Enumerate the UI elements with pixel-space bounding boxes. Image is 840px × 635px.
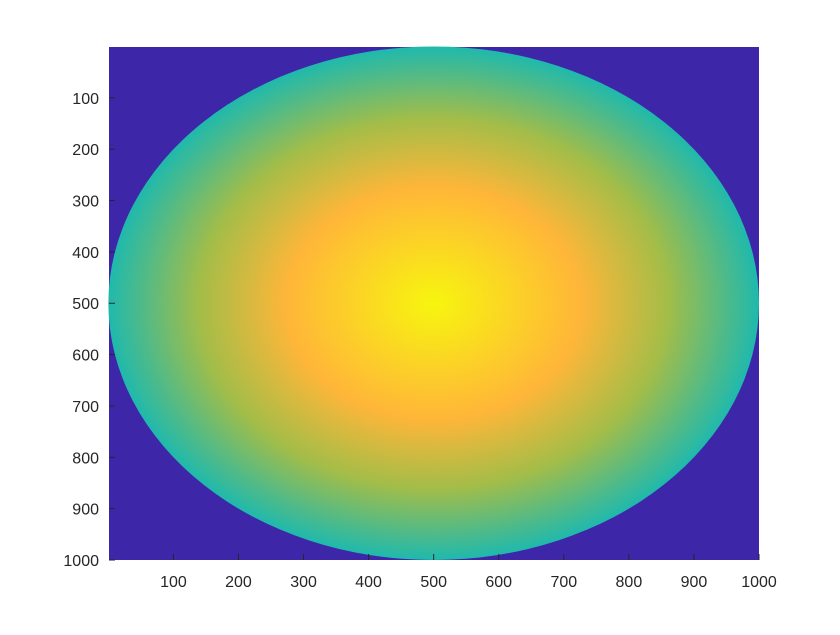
x-tick-label: 600 (485, 574, 512, 591)
x-tick-label: 400 (355, 574, 382, 591)
x-tick-label: 200 (225, 574, 252, 591)
y-tick-label: 400 (72, 245, 99, 262)
y-tick-label: 800 (72, 450, 99, 467)
x-tick-label: 1000 (741, 574, 777, 591)
y-tick-label: 100 (72, 91, 99, 108)
x-tick-label: 300 (290, 574, 317, 591)
x-axis: 100 200 300 400 500 600 700 800 900 1000 (160, 554, 777, 591)
y-tick-label: 200 (72, 142, 99, 159)
y-tick-label: 600 (72, 348, 99, 365)
x-tick-label: 800 (616, 574, 643, 591)
y-tick-label: 900 (72, 502, 99, 519)
y-tick-label: 300 (72, 194, 99, 211)
x-tick-label: 700 (550, 574, 577, 591)
x-tick-label: 900 (681, 574, 708, 591)
x-tick-label: 500 (420, 574, 447, 591)
x-tick-label: 100 (160, 574, 187, 591)
heatmap-ellipse-region (108, 46, 759, 560)
y-tick-label: 1000 (63, 553, 99, 570)
y-axis: 100 200 300 400 500 600 700 800 900 1000 (63, 91, 115, 570)
y-tick-label: 500 (72, 296, 99, 313)
y-tick-label: 700 (72, 399, 99, 416)
